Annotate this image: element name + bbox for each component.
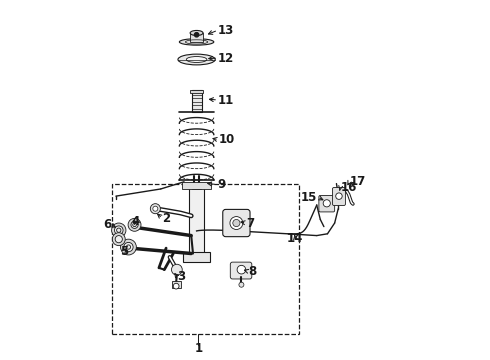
Circle shape (237, 265, 245, 274)
Text: 4: 4 (131, 215, 140, 229)
Circle shape (172, 264, 182, 275)
Circle shape (121, 239, 136, 255)
Circle shape (230, 217, 243, 229)
FancyBboxPatch shape (333, 188, 345, 206)
Text: 11: 11 (218, 94, 234, 107)
Bar (183, 252, 210, 262)
Bar (112, 184, 299, 334)
Ellipse shape (179, 39, 214, 45)
Bar (192, 185, 201, 189)
Text: 7: 7 (246, 216, 255, 230)
Circle shape (112, 223, 126, 237)
Text: 13: 13 (218, 24, 234, 37)
Circle shape (323, 200, 330, 207)
Text: 9: 9 (218, 178, 225, 191)
Bar (189, 187, 204, 257)
Text: 10: 10 (219, 133, 235, 146)
Text: 16: 16 (341, 181, 357, 194)
Text: 17: 17 (350, 175, 366, 188)
FancyBboxPatch shape (223, 210, 250, 237)
Circle shape (233, 220, 240, 226)
Circle shape (115, 235, 122, 243)
Circle shape (112, 233, 125, 246)
Circle shape (128, 219, 141, 231)
Circle shape (124, 242, 133, 252)
Ellipse shape (178, 54, 215, 65)
Text: 2: 2 (163, 212, 171, 225)
Circle shape (131, 221, 138, 228)
FancyBboxPatch shape (319, 195, 335, 212)
Text: 1: 1 (195, 342, 202, 355)
Circle shape (150, 204, 160, 214)
Circle shape (336, 193, 342, 199)
Ellipse shape (186, 57, 207, 63)
Text: 6: 6 (103, 218, 111, 231)
Ellipse shape (190, 31, 203, 36)
Bar (182, 182, 211, 189)
Circle shape (126, 245, 131, 249)
Bar (192, 90, 201, 112)
Circle shape (239, 282, 244, 287)
Text: 12: 12 (218, 51, 234, 64)
Circle shape (117, 228, 121, 232)
Circle shape (173, 283, 179, 289)
Circle shape (195, 33, 199, 37)
FancyBboxPatch shape (230, 262, 252, 279)
Text: 14: 14 (287, 231, 303, 244)
Text: 3: 3 (177, 270, 185, 283)
Circle shape (133, 223, 136, 226)
Bar (172, 281, 181, 288)
Circle shape (115, 226, 123, 234)
Bar (190, 33, 203, 42)
Bar (190, 90, 203, 93)
Text: 5: 5 (120, 244, 128, 257)
Text: 8: 8 (248, 265, 257, 278)
Text: 15: 15 (301, 191, 318, 204)
Circle shape (153, 206, 158, 211)
